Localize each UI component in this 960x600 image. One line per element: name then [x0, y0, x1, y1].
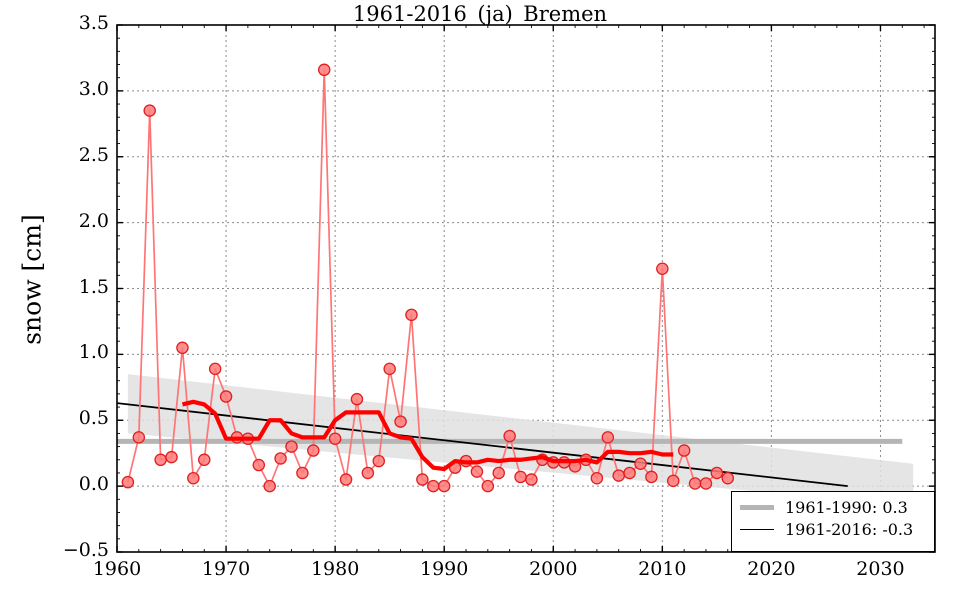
legend-item: 1961-2016: -0.3 [740, 518, 926, 540]
x-tick-label: 1980 [310, 558, 360, 580]
y-tick-label: 1.5 [78, 275, 109, 298]
legend-item: 1961-1990: 0.3 [740, 496, 926, 518]
chart-title: 1961-2016_(ja)_Bremen [352, 2, 608, 26]
y-tick-label: −0.5 [62, 539, 109, 561]
x-tick-label: 1970 [201, 558, 251, 580]
plot-frame [116, 24, 936, 553]
y-tick-label: 2.0 [78, 209, 109, 232]
x-tick-label: 2010 [638, 558, 687, 580]
x-tick-label: 2030 [856, 558, 905, 580]
x-tick-label: 1990 [420, 558, 469, 580]
y-tick-label: 3.5 [78, 12, 109, 34]
y-tick-label: 1.0 [78, 341, 109, 364]
smoothed-series [181, 399, 674, 472]
legend-swatch-1961-2016 [740, 528, 774, 530]
x-tick-label: 1960 [92, 558, 142, 580]
y-tick-label: 0.0 [78, 473, 109, 496]
x-tick-label: 2000 [529, 558, 578, 580]
x-tick-label: 2020 [747, 558, 796, 580]
legend-label-1961-1990: 1961-1990: 0.3 [785, 497, 908, 517]
y-tick-label: 0.5 [78, 407, 109, 430]
legend-label-1961-2016: 1961-2016: -0.3 [785, 519, 914, 539]
y-tick-label: 3.0 [78, 77, 109, 100]
legend-swatch-1961-1990 [740, 504, 774, 510]
y-tick-label: 2.5 [78, 143, 109, 166]
chart-legend: 1961-1990: 0.3 1961-2016: -0.3 [731, 491, 935, 552]
